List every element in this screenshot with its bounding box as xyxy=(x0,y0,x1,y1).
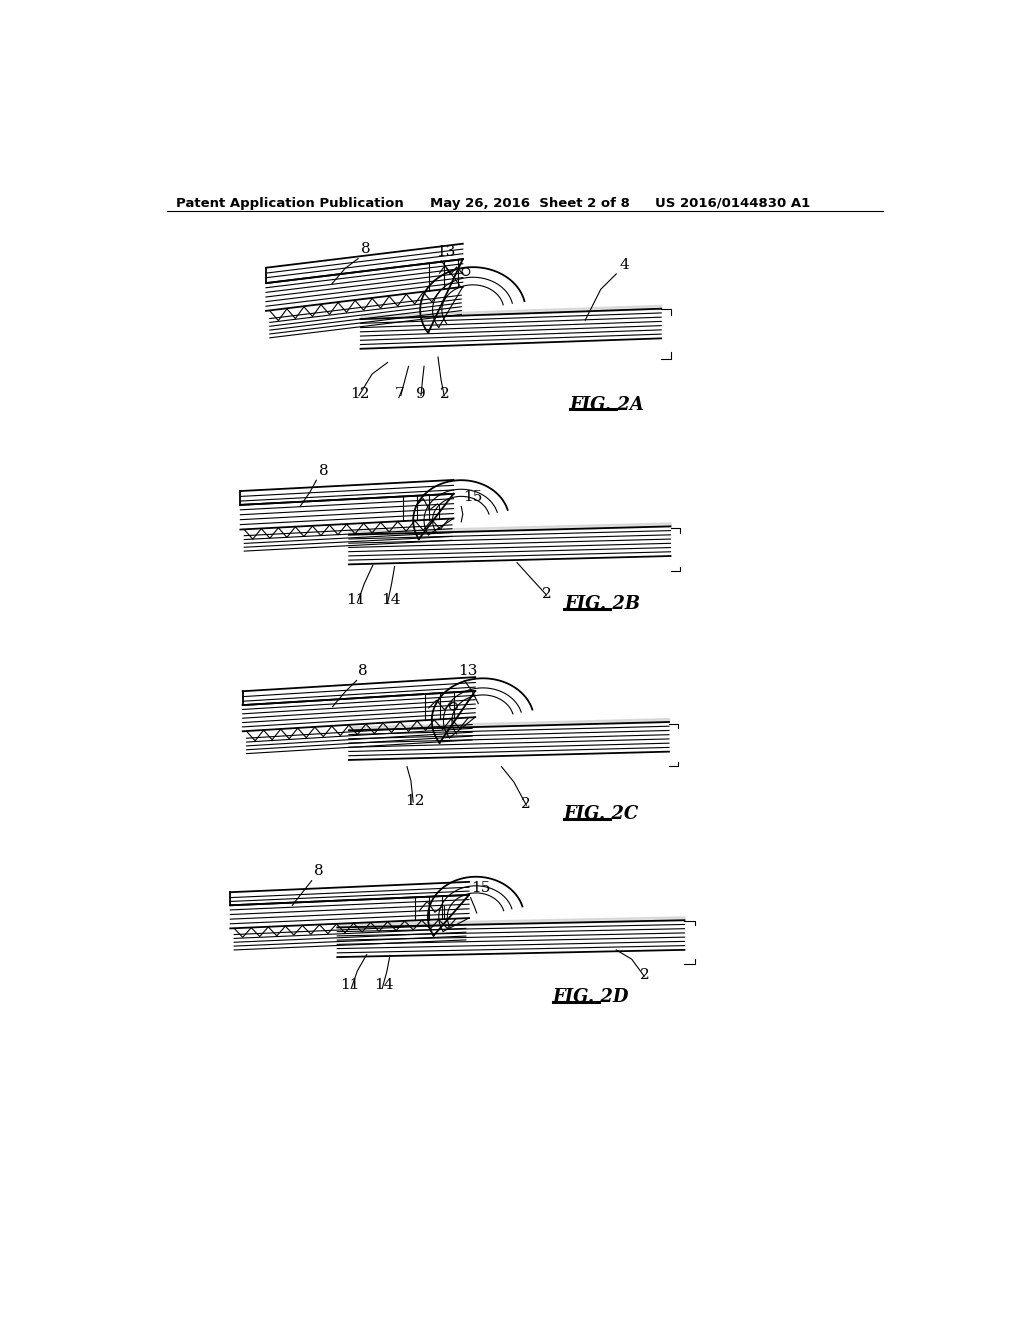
Text: 15: 15 xyxy=(463,490,482,504)
Text: 14: 14 xyxy=(375,978,394,993)
Text: May 26, 2016  Sheet 2 of 8: May 26, 2016 Sheet 2 of 8 xyxy=(430,197,630,210)
Text: Patent Application Publication: Patent Application Publication xyxy=(176,197,403,210)
Polygon shape xyxy=(241,480,454,506)
Text: 9: 9 xyxy=(416,387,425,401)
Text: 13: 13 xyxy=(458,664,477,678)
Text: 7: 7 xyxy=(394,387,404,401)
Text: FIG. 2B: FIG. 2B xyxy=(564,595,640,612)
Text: 12: 12 xyxy=(349,387,369,401)
Text: 2: 2 xyxy=(439,387,450,401)
Text: 8: 8 xyxy=(318,463,329,478)
Text: FIG. 2C: FIG. 2C xyxy=(563,805,639,824)
Text: 8: 8 xyxy=(358,664,368,678)
Text: 8: 8 xyxy=(314,865,324,878)
Text: 2: 2 xyxy=(542,587,552,601)
Polygon shape xyxy=(266,244,463,284)
Text: US 2016/0144830 A1: US 2016/0144830 A1 xyxy=(655,197,810,210)
Text: FIG. 2A: FIG. 2A xyxy=(569,396,645,413)
Text: 2: 2 xyxy=(521,796,530,810)
Text: 2: 2 xyxy=(640,969,649,982)
Polygon shape xyxy=(243,677,475,705)
Text: 13: 13 xyxy=(435,244,455,259)
Text: 4: 4 xyxy=(620,257,629,272)
Text: 15: 15 xyxy=(471,882,490,895)
Text: 12: 12 xyxy=(406,793,425,808)
Text: FIG. 2D: FIG. 2D xyxy=(553,987,629,1006)
Text: 14: 14 xyxy=(381,593,401,607)
Text: 11: 11 xyxy=(340,978,359,993)
Text: 8: 8 xyxy=(360,242,370,256)
Text: 11: 11 xyxy=(346,593,366,607)
Polygon shape xyxy=(230,882,469,906)
